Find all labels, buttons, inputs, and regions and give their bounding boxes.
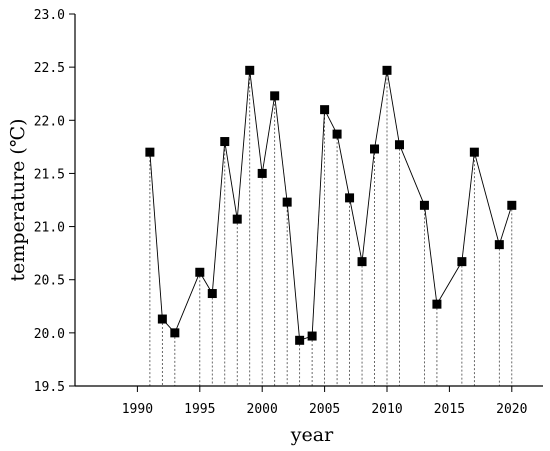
y-tick-label: 21.5 — [34, 167, 65, 182]
data-point — [295, 335, 305, 345]
line-segment — [399, 144, 425, 206]
line-segment — [236, 70, 251, 220]
line-segment — [211, 141, 226, 294]
data-point — [469, 147, 479, 157]
data-point — [245, 65, 255, 75]
data-point — [507, 200, 517, 210]
x-tick-label: 1990 — [122, 402, 153, 417]
data-point — [257, 168, 267, 178]
y-tick-label: 23.0 — [34, 8, 65, 23]
line-segment — [311, 109, 326, 337]
data-point — [307, 331, 317, 341]
x-tick-label: 2015 — [434, 402, 465, 417]
line-segment — [473, 152, 500, 245]
data-point — [382, 65, 392, 75]
line-segment — [286, 202, 301, 341]
y-tick-label: 22.5 — [34, 61, 65, 76]
data-point — [232, 214, 242, 224]
data-point — [207, 289, 217, 299]
data-markers — [145, 65, 517, 345]
axes — [74, 14, 543, 387]
line-segment — [498, 205, 513, 245]
y-tick-label: 20.0 — [34, 327, 65, 342]
line-segment — [386, 70, 400, 145]
line-segment — [349, 197, 363, 262]
x-tick-label: 2020 — [496, 402, 527, 417]
y-tick-label: 19.5 — [34, 380, 65, 395]
data-point — [157, 314, 167, 324]
line-segment — [461, 152, 475, 262]
line-segment — [436, 261, 463, 305]
data-point — [419, 200, 429, 210]
y-tick-label: 22.0 — [34, 114, 65, 129]
x-axis-title: year — [290, 424, 334, 446]
x-tick-label: 1995 — [184, 402, 215, 417]
y-tick-label: 20.5 — [34, 274, 65, 289]
data-point — [357, 257, 367, 267]
line-segment — [249, 70, 263, 174]
series-line — [149, 70, 513, 341]
data-point — [282, 197, 292, 207]
line-segment — [149, 152, 163, 320]
line-segment — [374, 70, 388, 150]
line-segment — [361, 148, 375, 262]
data-point — [494, 240, 504, 250]
line-segment — [261, 95, 276, 174]
line-segment — [224, 141, 238, 220]
y-tick-label: 21.0 — [34, 221, 65, 236]
data-point — [332, 129, 342, 139]
y-axis-title: temperature (℃) — [7, 118, 29, 281]
data-point — [432, 299, 442, 309]
data-point — [270, 91, 280, 101]
line-segment — [274, 95, 288, 203]
drop-lines — [149, 70, 513, 386]
data-point — [145, 147, 155, 157]
x-tick-label: 2000 — [247, 402, 278, 417]
data-point — [170, 328, 180, 338]
line-segment — [423, 205, 438, 305]
x-tick-label: 2010 — [371, 402, 402, 417]
data-point — [320, 105, 330, 115]
data-point — [370, 144, 380, 154]
data-point — [195, 267, 205, 277]
x-tick-label: 2005 — [309, 402, 340, 417]
data-point — [220, 137, 230, 147]
data-point — [394, 140, 404, 150]
data-point — [345, 193, 355, 203]
line-segment — [336, 134, 351, 198]
line-segment — [174, 272, 201, 334]
ticks: 19.5 20.0 20.5 21.0 21.5 22.0 22.5 23.0 1990 1995… — [34, 8, 528, 417]
data-point — [457, 257, 467, 267]
